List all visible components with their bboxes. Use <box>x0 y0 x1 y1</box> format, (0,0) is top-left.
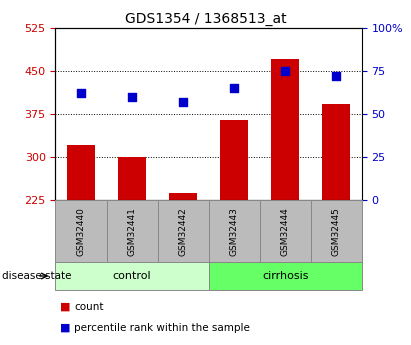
Point <box>282 68 289 73</box>
Text: GSM32440: GSM32440 <box>76 207 85 256</box>
Text: GSM32445: GSM32445 <box>332 207 341 256</box>
Text: ■: ■ <box>60 323 70 333</box>
Text: GSM32444: GSM32444 <box>281 207 290 256</box>
Text: control: control <box>113 271 151 281</box>
Text: GSM32443: GSM32443 <box>230 207 239 256</box>
Bar <box>118 157 146 200</box>
Point <box>231 85 238 91</box>
Text: count: count <box>74 302 104 312</box>
Text: disease state: disease state <box>2 271 72 281</box>
Bar <box>322 104 350 200</box>
Point <box>180 99 186 105</box>
Text: cirrhosis: cirrhosis <box>262 271 308 281</box>
Bar <box>169 193 197 200</box>
Text: percentile rank within the sample: percentile rank within the sample <box>74 323 250 333</box>
Text: GSM32442: GSM32442 <box>178 207 187 256</box>
Bar <box>67 146 95 200</box>
Text: GSM32441: GSM32441 <box>127 207 136 256</box>
Text: ■: ■ <box>60 302 70 312</box>
Point <box>333 73 339 79</box>
Point <box>129 94 135 99</box>
Bar <box>220 120 248 200</box>
Bar <box>271 59 299 200</box>
Text: GDS1354 / 1368513_at: GDS1354 / 1368513_at <box>125 12 286 26</box>
Point <box>78 90 84 96</box>
